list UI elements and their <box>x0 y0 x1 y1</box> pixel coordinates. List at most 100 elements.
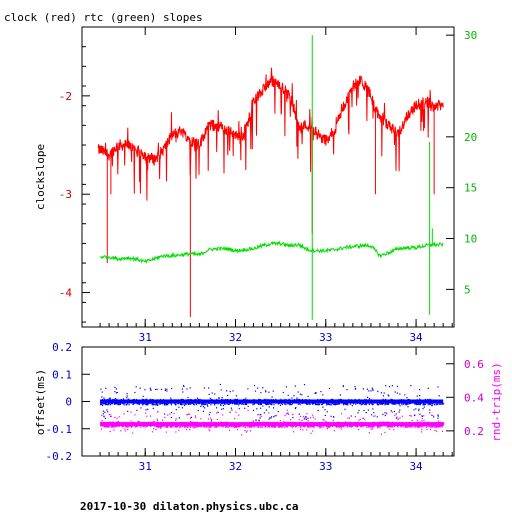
rnd-trip-point <box>295 426 297 428</box>
offset-point <box>142 395 144 397</box>
offset-point <box>115 392 117 394</box>
offset-point <box>421 415 423 417</box>
rnd-trip-point <box>209 426 211 428</box>
offset-point <box>136 409 138 411</box>
rnd-trip-point <box>107 425 109 427</box>
rnd-trip-point <box>298 419 300 421</box>
offset-point <box>238 403 241 405</box>
rnd-trip-point <box>273 426 275 428</box>
rnd-trip-point <box>341 425 343 427</box>
offset-point <box>419 404 421 406</box>
offset-point <box>432 403 434 405</box>
offset-point <box>214 393 216 395</box>
offset-point <box>255 419 257 421</box>
rnd-trip-point <box>190 425 192 427</box>
rnd-trip-point <box>292 425 294 427</box>
offset-point <box>330 415 332 417</box>
offset-point <box>103 415 105 417</box>
offset-point <box>427 387 429 389</box>
clockslope-tick-label: -2 <box>59 90 72 103</box>
offset-x-ticks: 31 32 33 34 <box>99 347 453 473</box>
offset-point <box>365 404 367 406</box>
offset-point <box>207 405 209 407</box>
rnd-trip-point <box>226 426 228 428</box>
rnd-trip-point <box>103 426 105 428</box>
rnd-trip-point <box>380 426 382 428</box>
rnd-trip-point <box>360 426 362 428</box>
offset-point <box>436 403 438 406</box>
offset-point <box>322 406 324 408</box>
offset-point <box>210 420 212 422</box>
offset-point <box>178 406 180 408</box>
offset-point <box>407 406 409 408</box>
rnd-trip-point <box>436 426 438 428</box>
offset-point <box>296 397 298 399</box>
offset-point <box>277 403 279 405</box>
rnd-trip-point <box>244 426 246 428</box>
offset-panel: 31 32 33 34 -0.2 -0.1 0 0.1 0.2 0.2 0.4 0.6 offse… <box>34 341 503 473</box>
rnd-trip-point <box>160 427 162 429</box>
offset-point <box>313 403 315 405</box>
offset-point <box>107 411 109 413</box>
offset-point <box>180 398 182 400</box>
offset-point <box>322 394 324 396</box>
offset-point <box>235 395 237 397</box>
offset-point <box>399 409 401 411</box>
rnd-trip-point <box>185 428 188 430</box>
offset-point <box>235 398 237 400</box>
offset-point <box>217 411 219 413</box>
offset-point <box>189 403 191 405</box>
offset-point <box>144 389 146 391</box>
rnd-trip-point <box>152 421 154 423</box>
offset-point <box>139 387 141 389</box>
rnd-trip-point <box>284 426 286 428</box>
rnd-trip-point <box>174 426 177 428</box>
rnd-trip-point <box>245 431 248 433</box>
offset-point <box>211 392 213 394</box>
offset-point <box>188 403 190 405</box>
rnd-trip-point <box>386 413 388 415</box>
offset-point <box>109 404 112 406</box>
rnd-trip-point <box>293 431 295 433</box>
offset-point <box>398 411 400 413</box>
offset-point <box>160 388 163 390</box>
rnd-trip-point <box>305 417 307 419</box>
offset-point <box>189 387 191 389</box>
offset-point <box>342 385 344 388</box>
rnd-trip-point <box>234 426 236 428</box>
offset-point <box>346 403 348 405</box>
offset-point <box>138 403 140 405</box>
rnd-trip-point <box>328 425 330 427</box>
rnd-trip-point <box>145 412 147 414</box>
rnd-trip-point <box>118 416 120 418</box>
rnd-trip-point <box>247 409 249 412</box>
rnd-trip-point <box>302 425 304 427</box>
offset-point <box>157 404 159 406</box>
offset-point <box>182 385 185 387</box>
offset-point <box>155 404 157 406</box>
rnd-trip-point <box>331 425 333 427</box>
offset-point <box>208 393 210 395</box>
offset-point <box>228 403 230 405</box>
rnd-trip-point <box>405 426 407 428</box>
slope-x-ticks: 31 32 33 34 <box>99 27 453 344</box>
offset-point <box>336 403 338 405</box>
offset-point <box>413 409 415 411</box>
offset-point <box>395 417 397 419</box>
offset-point <box>351 405 353 407</box>
offset-point <box>382 395 384 397</box>
rnd-trip-point <box>114 426 116 428</box>
rnd-trip-point <box>319 427 321 429</box>
offset-point <box>236 403 238 405</box>
rnd-trip-point <box>389 425 391 427</box>
offset-point <box>232 390 234 392</box>
offset-point <box>280 398 282 400</box>
rnd-trip-point <box>208 428 210 430</box>
offset-point <box>431 405 433 407</box>
offset-point <box>186 403 188 405</box>
rnd-trip-point <box>253 426 255 428</box>
offset-point <box>429 412 431 414</box>
offset-point <box>203 403 205 405</box>
rnd-trip-point <box>130 411 132 413</box>
rnd-trip-point <box>441 430 444 432</box>
